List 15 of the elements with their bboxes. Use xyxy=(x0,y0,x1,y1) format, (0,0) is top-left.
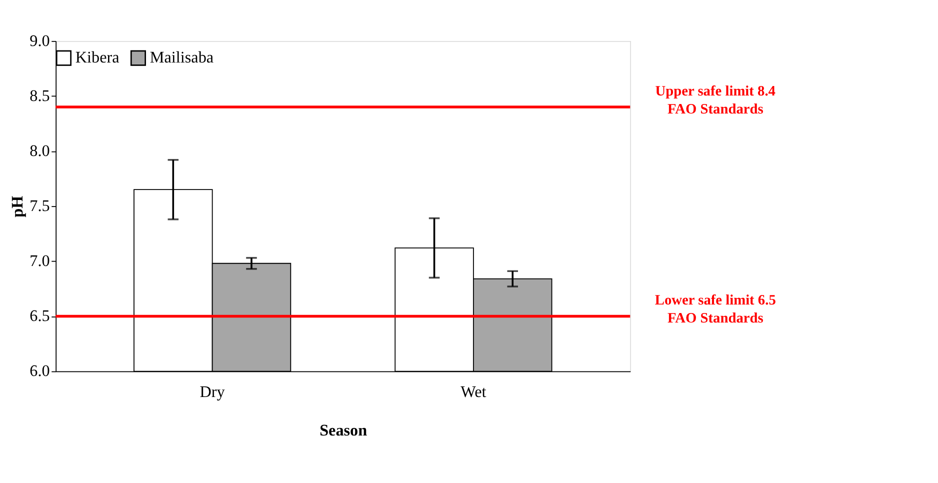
legend-label: Kibera xyxy=(75,50,120,67)
ref-line-label: Lower safe limit 6.5 FAO Standards xyxy=(654,292,776,327)
y-tick-label: 8.5 xyxy=(30,88,50,105)
y-tick-label: 7.0 xyxy=(30,253,50,270)
ref-line-label: Upper safe limit 8.4 FAO Standards xyxy=(655,83,776,118)
y-tick-label: 9.0 xyxy=(30,32,50,50)
y-tick-label: 7.5 xyxy=(30,198,50,216)
y-axis-title: pH xyxy=(9,195,26,218)
y-tick-label: 6.0 xyxy=(30,363,50,380)
x-tick-label: Wet xyxy=(460,384,487,401)
x-tick-label: Dry xyxy=(200,384,225,401)
legend-label: Mailisaba xyxy=(150,50,214,67)
y-tick-label: 6.5 xyxy=(30,308,50,326)
x-axis-title: Season xyxy=(320,422,368,440)
y-tick-label: 8.0 xyxy=(30,143,50,160)
